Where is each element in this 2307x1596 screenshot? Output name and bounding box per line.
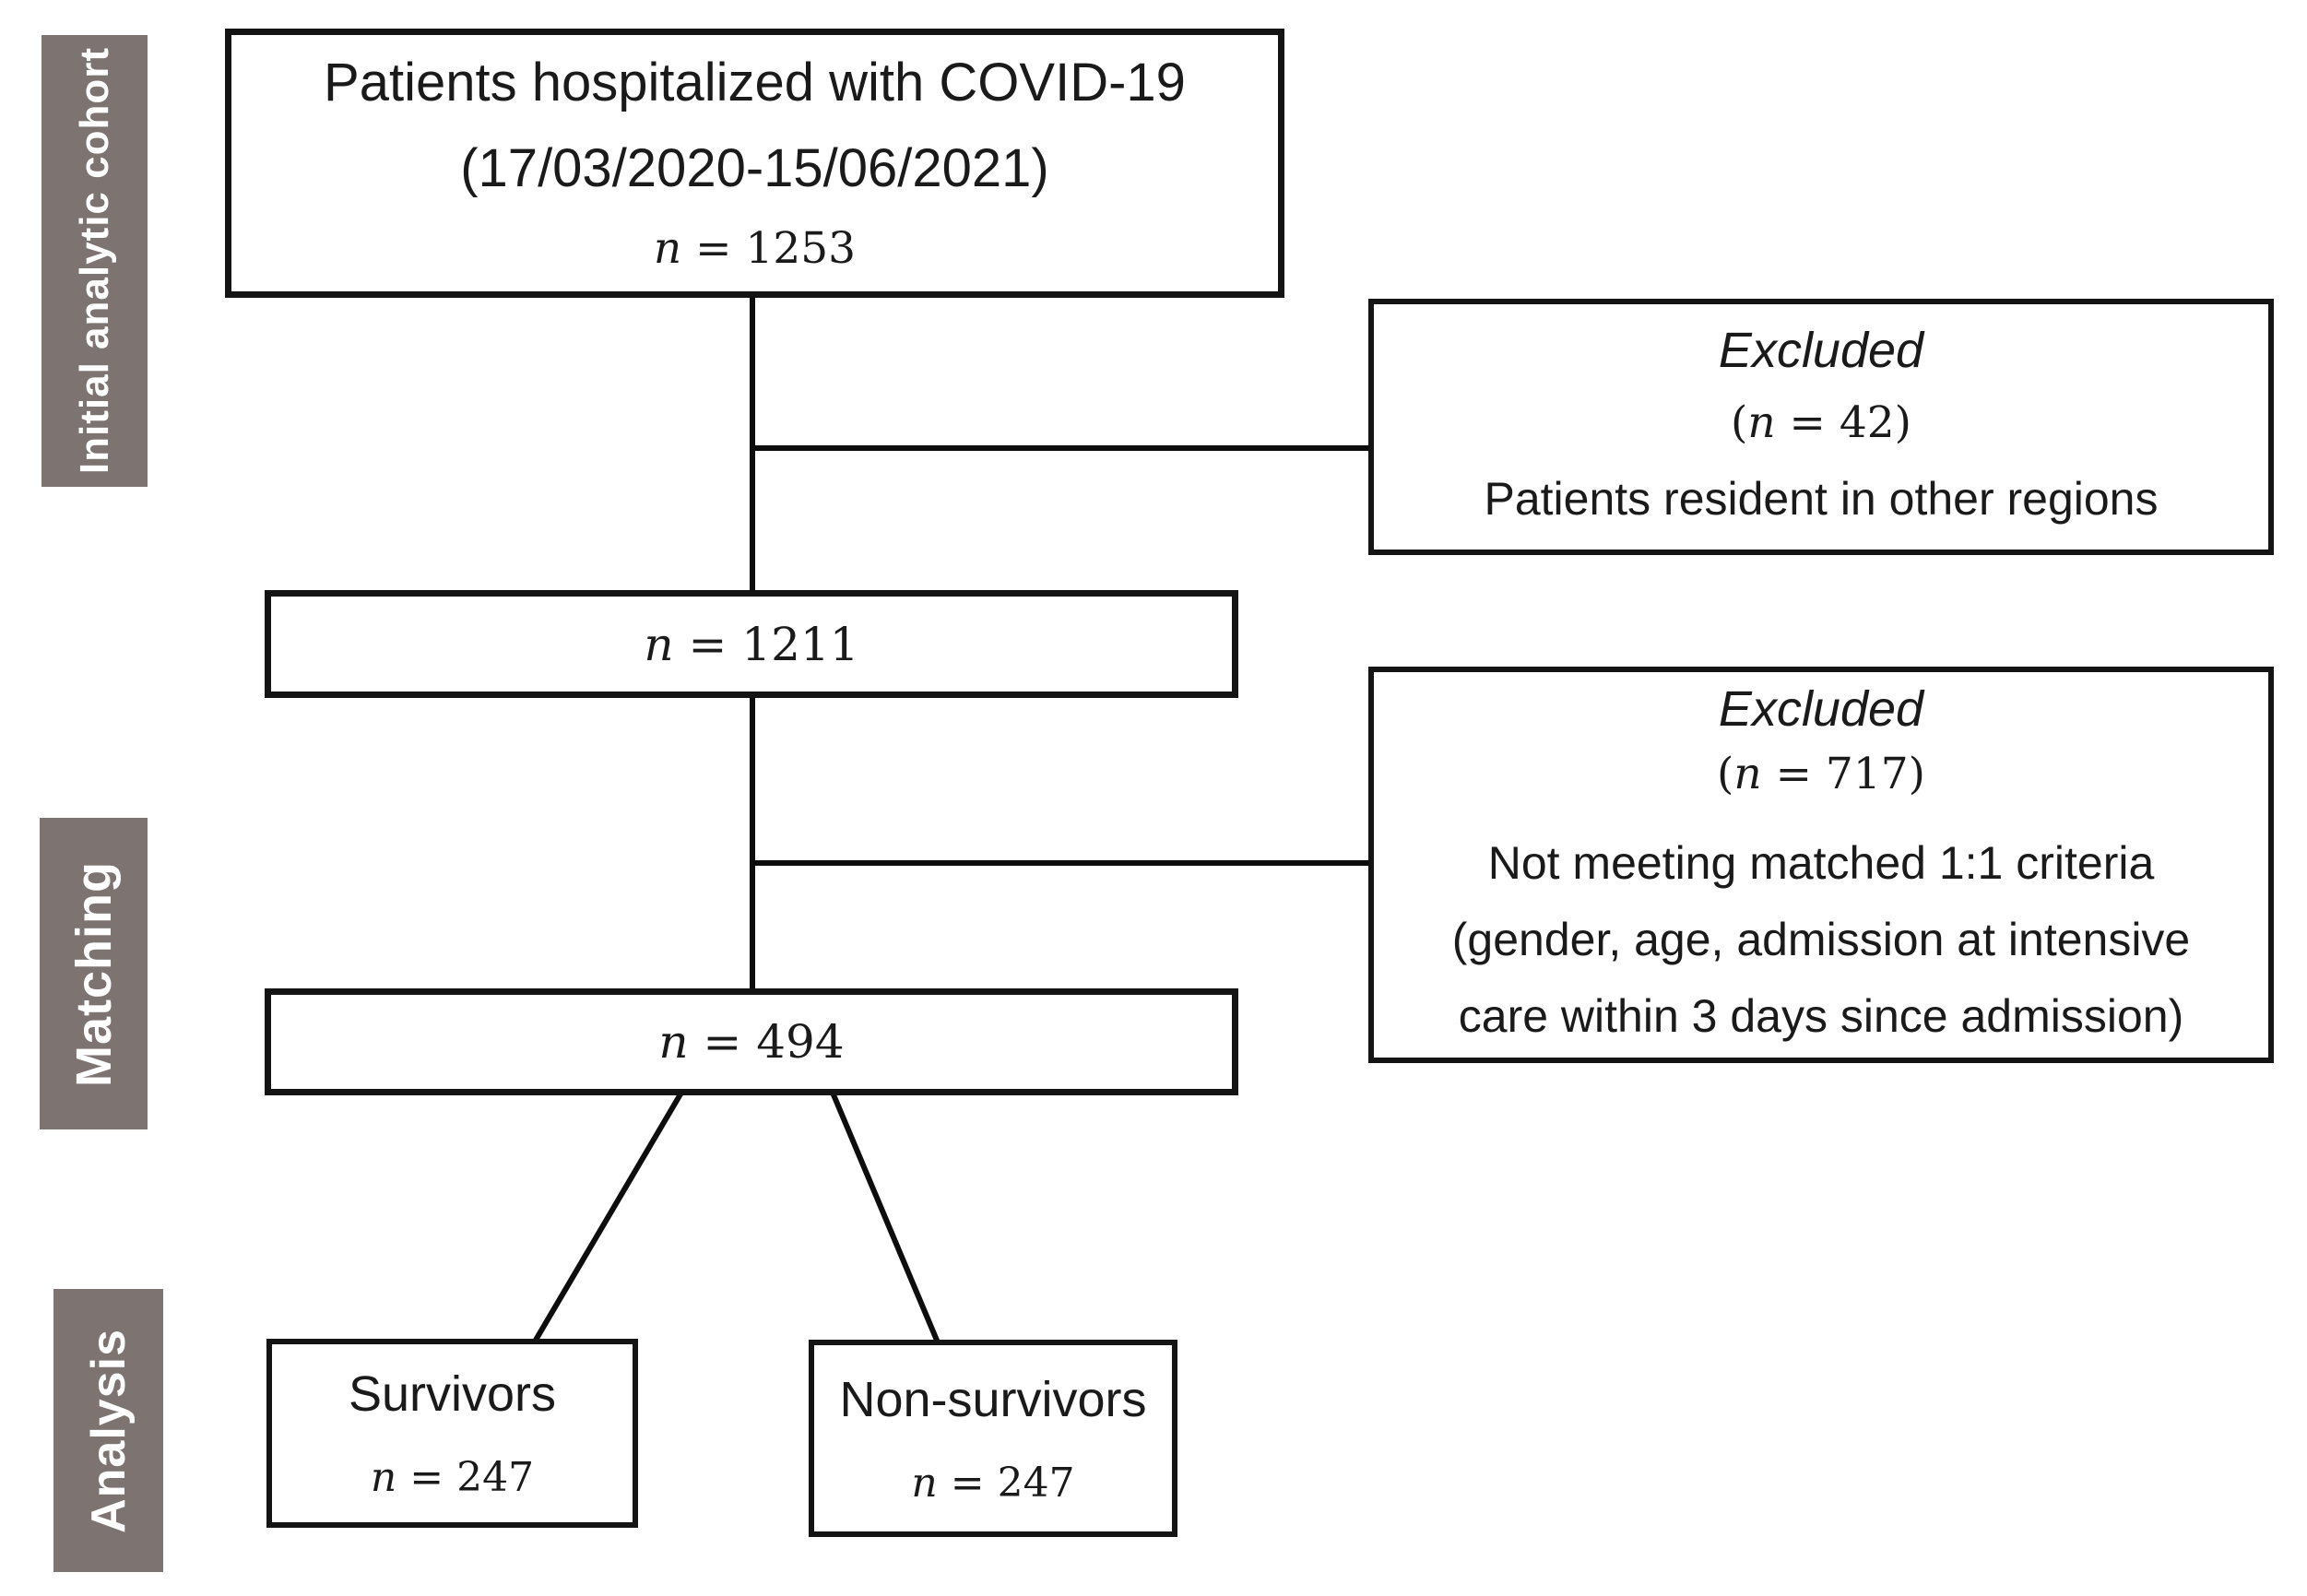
survivors-label: Survivors	[348, 1366, 557, 1422]
box-excluded-other-regions: Excluded (n = 42) Patients resident in o…	[1368, 299, 2274, 555]
box-n-1211: n = 1211	[265, 590, 1238, 698]
excluded2-reason-line2: (gender, age, admission at intensive	[1451, 914, 2191, 965]
cohort-date-range: (17/03/2020-15/06/2021)	[460, 137, 1049, 198]
n-prefix: (	[1730, 397, 1748, 448]
n-symbol: n	[1747, 397, 1776, 448]
connector-494-to-survivors	[532, 1091, 684, 1343]
n-1211-count: n = 1211	[644, 618, 858, 671]
box-excluded-matching-criteria: Excluded (n = 717) Not meeting matched 1…	[1368, 667, 2274, 1063]
stage-bar-matching: Matching	[40, 818, 148, 1129]
box-survivors: Survivors n = 247	[266, 1339, 638, 1528]
n-prefix: (	[1717, 749, 1734, 799]
excluded1-reason: Patients resident in other regions	[1484, 473, 2159, 525]
survivors-n-count: n = 247	[371, 1454, 534, 1501]
n-value: = 42)	[1775, 397, 1912, 448]
n-symbol: n	[370, 1454, 397, 1501]
excluded1-title: Excluded	[1718, 323, 1924, 378]
n-value: = 247	[937, 1459, 1075, 1507]
stage-label-matching: Matching	[65, 860, 122, 1087]
non-survivors-n-count: n = 247	[911, 1460, 1074, 1507]
excluded2-reason-line1: Not meeting matched 1:1 criteria	[1487, 837, 2155, 889]
cohort-n-count: n = 1253	[654, 223, 856, 274]
excluded1-n-count: (n = 42)	[1731, 397, 1911, 448]
n-symbol: n	[653, 223, 682, 275]
n-value: = 717)	[1761, 749, 1925, 799]
n-symbol: n	[658, 1015, 689, 1069]
non-survivors-label: Non-survivors	[839, 1371, 1147, 1427]
n-494-count: n = 494	[658, 1015, 844, 1069]
n-value: = 1211	[673, 617, 859, 671]
box-hospitalized-cohort: Patients hospitalized with COVID-19 (17/…	[225, 29, 1284, 298]
box-non-survivors: Non-survivors n = 247	[809, 1340, 1177, 1537]
n-symbol: n	[911, 1459, 938, 1507]
stage-bar-analysis: Analysis	[53, 1289, 163, 1572]
box-n-494: n = 494	[265, 988, 1238, 1095]
n-value: = 247	[396, 1454, 535, 1501]
stage-bar-initial-analytic-cohort: Initial analytic cohort	[41, 35, 148, 487]
connector-494-to-nonsurvivors	[830, 1091, 941, 1344]
excluded2-reason-line3: care within 3 days since admission)	[1458, 990, 2184, 1042]
cohort-title-line1: Patients hospitalized with COVID-19	[324, 52, 1186, 112]
stage-label-analysis: Analysis	[81, 1328, 136, 1533]
n-value: = 494	[688, 1015, 845, 1069]
n-value: = 1253	[681, 223, 857, 275]
excluded2-n-count: (n = 717)	[1717, 749, 1925, 799]
excluded2-title: Excluded	[1718, 681, 1924, 737]
n-symbol: n	[1733, 749, 1762, 799]
n-symbol: n	[644, 617, 674, 671]
stage-label-initial-analytic-cohort: Initial analytic cohort	[71, 47, 117, 475]
